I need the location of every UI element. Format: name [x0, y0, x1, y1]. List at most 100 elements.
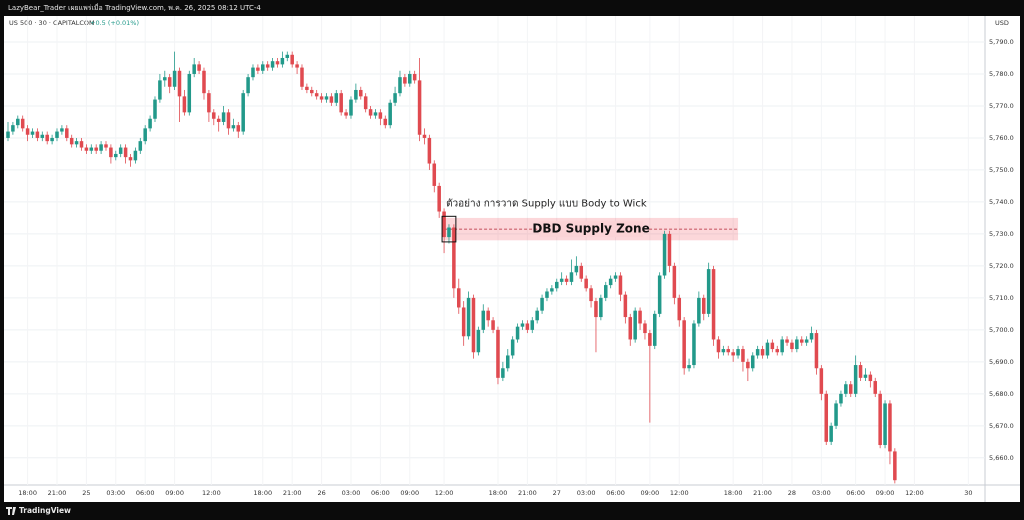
- candle-body: [89, 147, 94, 151]
- candle-body: [795, 339, 799, 350]
- x-tick-label: 06:00: [606, 489, 625, 497]
- candle-body: [212, 112, 216, 119]
- candle-body: [65, 128, 69, 138]
- published-line: LazyBear_Trader เผยแพร่เมื่อ TradingView…: [8, 3, 261, 12]
- candle-body: [118, 147, 123, 154]
- candle-body: [94, 147, 98, 151]
- candle-body: [701, 297, 706, 314]
- y-tick-label: 5,730.0: [989, 230, 1014, 238]
- candle-body: [868, 374, 873, 382]
- candle-body: [354, 89, 358, 100]
- candle-body: [893, 451, 897, 481]
- candle-body: [878, 393, 882, 446]
- candle-body: [148, 118, 152, 129]
- x-tick-label: 12:00: [435, 489, 454, 497]
- candle-body: [123, 147, 128, 158]
- candle-body: [790, 342, 794, 350]
- candle-body: [741, 349, 745, 362]
- candle-body: [236, 125, 241, 132]
- y-tick-label: 5,740.0: [989, 198, 1014, 206]
- candle-body: [716, 339, 721, 353]
- y-tick-label: 5,690.0: [989, 358, 1014, 366]
- brand-logo: [6, 507, 16, 515]
- candle-body: [496, 329, 500, 378]
- candle-body: [814, 333, 819, 369]
- candle-body: [138, 141, 143, 151]
- candle-body: [153, 99, 157, 119]
- candle-body: [344, 112, 348, 116]
- candle-body: [256, 67, 260, 71]
- x-tick-label: 03:00: [106, 489, 125, 497]
- candle-body: [775, 349, 780, 353]
- candle-body: [799, 339, 804, 343]
- currency: USD: [995, 19, 1009, 27]
- candle-body: [755, 349, 760, 356]
- chart-area: [4, 16, 1020, 502]
- y-tick-label: 5,710.0: [989, 294, 1014, 302]
- candle-body: [20, 118, 25, 129]
- x-tick-label: 03:00: [342, 489, 361, 497]
- candle-body: [359, 89, 363, 97]
- candle-body: [197, 64, 201, 71]
- candle-body: [84, 147, 89, 151]
- candle-body: [555, 281, 559, 289]
- x-tick-label: 12:00: [905, 489, 924, 497]
- candle-body: [506, 355, 510, 369]
- y-tick-label: 5,700.0: [989, 326, 1014, 334]
- candle-body: [143, 128, 147, 142]
- x-tick-label: 21:00: [753, 489, 772, 497]
- candle-body: [819, 368, 824, 394]
- candle-body: [305, 86, 309, 90]
- candle-body: [158, 80, 162, 100]
- x-tick-label: 27: [553, 489, 561, 497]
- y-tick-label: 5,790.0: [989, 38, 1014, 46]
- candle-body: [163, 77, 167, 81]
- candle-body: [721, 349, 726, 353]
- x-tick-label: 18:00: [489, 489, 508, 497]
- candle-body: [368, 109, 373, 116]
- candle-body: [314, 93, 319, 97]
- candle-body: [603, 285, 608, 298]
- candle-body: [275, 61, 280, 65]
- candle-body: [770, 342, 775, 350]
- candle-body: [442, 211, 446, 238]
- candle-body: [69, 137, 74, 145]
- x-tick-label: 03:00: [812, 489, 831, 497]
- candle-body: [417, 80, 422, 135]
- zone-label: DBD Supply Zone: [532, 222, 649, 236]
- candle-body: [167, 77, 172, 87]
- candle-body: [310, 89, 314, 94]
- symbol: US 500 · 30 · CAPITALCOM: [9, 19, 95, 27]
- candle-body: [853, 365, 858, 394]
- candle-body: [613, 275, 618, 279]
- candle-body: [55, 131, 59, 138]
- x-tick-label: 21:00: [518, 489, 537, 497]
- candle-body: [216, 118, 221, 122]
- candle-body: [628, 317, 633, 340]
- candle-body: [324, 96, 329, 100]
- candle-body: [202, 70, 206, 94]
- candle-body: [643, 323, 647, 334]
- candle-body: [648, 333, 652, 346]
- candle-body: [437, 185, 441, 212]
- candle-body: [692, 323, 696, 366]
- brand: TradingView: [19, 506, 71, 515]
- candle-body: [280, 57, 285, 65]
- candle-body: [246, 77, 250, 94]
- candle-body: [687, 365, 691, 369]
- candle-body: [447, 227, 451, 238]
- candle-body: [300, 67, 304, 87]
- x-tick-label: 03:00: [577, 489, 596, 497]
- candle-body: [824, 393, 829, 442]
- candle-body: [652, 313, 657, 346]
- x-tick-label: 12:00: [670, 489, 689, 497]
- candle-body: [481, 310, 486, 330]
- x-tick-label: 28: [788, 489, 796, 497]
- y-tick-label: 5,780.0: [989, 70, 1014, 78]
- candle-body: [829, 425, 833, 442]
- candle-body: [515, 326, 520, 340]
- y-tick-label: 5,720.0: [989, 262, 1014, 270]
- candle-body: [285, 54, 290, 58]
- candle-body: [579, 265, 584, 279]
- candle-body: [261, 64, 265, 71]
